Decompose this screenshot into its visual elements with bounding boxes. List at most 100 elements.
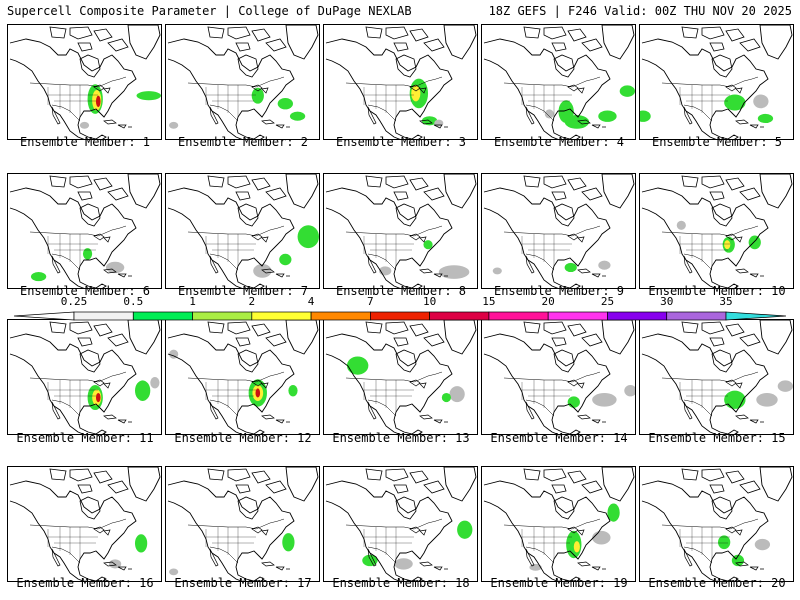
scp-shading-area <box>607 503 620 522</box>
colorbar-tick-label: 30 <box>660 295 674 308</box>
ensemble-member-map-5 <box>639 24 794 140</box>
scp-shading-area <box>676 220 686 230</box>
ensemble-member-label: Ensemble Member: 11 <box>16 431 154 445</box>
ensemble-member-map-20 <box>639 466 794 582</box>
scp-shading-area <box>255 388 261 398</box>
ensemble-member-map-12 <box>165 319 320 435</box>
scp-shading-area <box>150 377 160 389</box>
north-america-basemap <box>325 25 477 139</box>
colorbar-segment <box>132 311 193 321</box>
north-america-basemap <box>483 320 635 434</box>
scp-shading-area <box>282 533 295 552</box>
colorbar-tick-label: 2 <box>248 295 256 308</box>
north-america-basemap <box>167 174 319 288</box>
scp-shading-area <box>279 253 292 266</box>
scp-shading-area <box>567 396 580 408</box>
ensemble-member-label: Ensemble Member: 19 <box>490 576 628 590</box>
colorbar-tick-label: 0.5 <box>123 295 144 308</box>
scp-shading-area <box>297 225 319 249</box>
north-america-basemap <box>167 467 319 581</box>
scp-shading-area <box>753 94 769 109</box>
scp-shading-area <box>394 558 413 570</box>
scp-shading-area <box>449 386 465 403</box>
scp-shading-area <box>624 384 635 397</box>
ensemble-member-map-15 <box>639 319 794 435</box>
ensemble-member-label: Ensemble Member: 13 <box>332 431 470 445</box>
ensemble-member-map-18 <box>323 466 478 582</box>
colorbar-segment <box>607 311 668 321</box>
scp-shading-area <box>441 392 451 403</box>
colorbar-tick-label: 0.25 <box>60 295 88 308</box>
colorbar-segment <box>73 311 134 321</box>
ensemble-member-map-10 <box>639 173 794 289</box>
scp-shading-area <box>757 113 774 124</box>
ensemble-member-map-9 <box>481 173 636 289</box>
north-america-basemap <box>9 320 161 434</box>
scp-shading-area <box>82 248 93 260</box>
ensemble-member-map-4 <box>481 24 636 140</box>
colorbar-segment <box>429 311 490 321</box>
scp-shading-area <box>564 115 590 129</box>
scp-shading-area <box>544 109 554 119</box>
ensemble-member-map-17 <box>165 466 320 582</box>
scp-shading-area <box>598 260 611 270</box>
scp-shading-area <box>598 110 617 122</box>
colorbar-tick-label: 35 <box>719 295 733 308</box>
ensemble-member-map-11 <box>7 319 162 435</box>
scp-shading-area <box>169 121 179 129</box>
colorbar-segment <box>488 311 549 321</box>
scp-shading-area <box>423 240 433 250</box>
ensemble-member-label: Ensemble Member: 6 <box>19 284 151 298</box>
scp-colorbar <box>13 311 787 321</box>
ensemble-member-label: Ensemble Member: 8 <box>335 284 467 298</box>
scp-shading-area <box>30 272 47 282</box>
ensemble-member-label: Ensemble Member: 20 <box>648 576 786 590</box>
colorbar-segment <box>192 311 253 321</box>
colorbar-tick-label: 25 <box>600 295 615 308</box>
scp-shading-area <box>724 240 731 250</box>
north-america-basemap <box>483 25 635 139</box>
scp-shading-area <box>346 356 369 375</box>
colorbar-low-arrow <box>13 311 75 321</box>
colorbar-high-arrow <box>725 311 787 321</box>
scp-shading-area <box>253 264 272 278</box>
scp-shading-area <box>724 390 746 409</box>
north-america-basemap <box>641 174 793 288</box>
ensemble-member-map-7 <box>165 173 320 289</box>
scp-shading-area <box>438 265 470 279</box>
scp-shading-area <box>718 535 731 550</box>
colorbar-tick-label: 10 <box>423 295 437 308</box>
north-america-basemap <box>325 320 477 434</box>
scp-shading-area <box>289 111 306 121</box>
colorbar-tick-label: 4 <box>307 295 315 308</box>
ensemble-member-label: Ensemble Member: 14 <box>490 431 628 445</box>
scp-shading-area <box>777 380 793 392</box>
scp-shading-area <box>754 538 771 551</box>
scp-shading-area <box>362 554 378 567</box>
ensemble-member-label: Ensemble Member: 7 <box>177 284 309 298</box>
north-america-basemap <box>9 174 161 288</box>
scp-shading-area <box>95 95 101 108</box>
scp-shading-area <box>492 267 502 275</box>
ensemble-member-label: Ensemble Member: 17 <box>174 576 312 590</box>
scp-shading-area <box>136 91 161 101</box>
colorbar-tick-label: 15 <box>482 295 496 308</box>
model-run-info: 18Z GEFS | F246 Valid: 00Z THU NOV 20 20… <box>488 4 792 18</box>
scp-shading-area <box>457 520 473 539</box>
ensemble-member-map-8 <box>323 173 478 289</box>
ensemble-member-map-1 <box>7 24 162 140</box>
ensemble-member-label: Ensemble Member: 18 <box>332 576 470 590</box>
colorbar-segment <box>370 311 430 321</box>
ensemble-member-map-2 <box>165 24 320 140</box>
ensemble-member-label: Ensemble Member: 10 <box>648 284 786 298</box>
ensemble-member-label: Ensemble Member: 9 <box>493 284 625 298</box>
scp-shading-area <box>592 530 611 545</box>
colorbar-tick-label: 20 <box>541 295 555 308</box>
north-america-basemap <box>167 320 319 434</box>
scp-shading-area <box>134 534 148 553</box>
north-america-basemap <box>641 320 793 434</box>
colorbar-tick-label: 7 <box>367 295 374 308</box>
ensemble-member-map-14 <box>481 319 636 435</box>
ensemble-member-label: Ensemble Member: 1 <box>19 135 151 149</box>
